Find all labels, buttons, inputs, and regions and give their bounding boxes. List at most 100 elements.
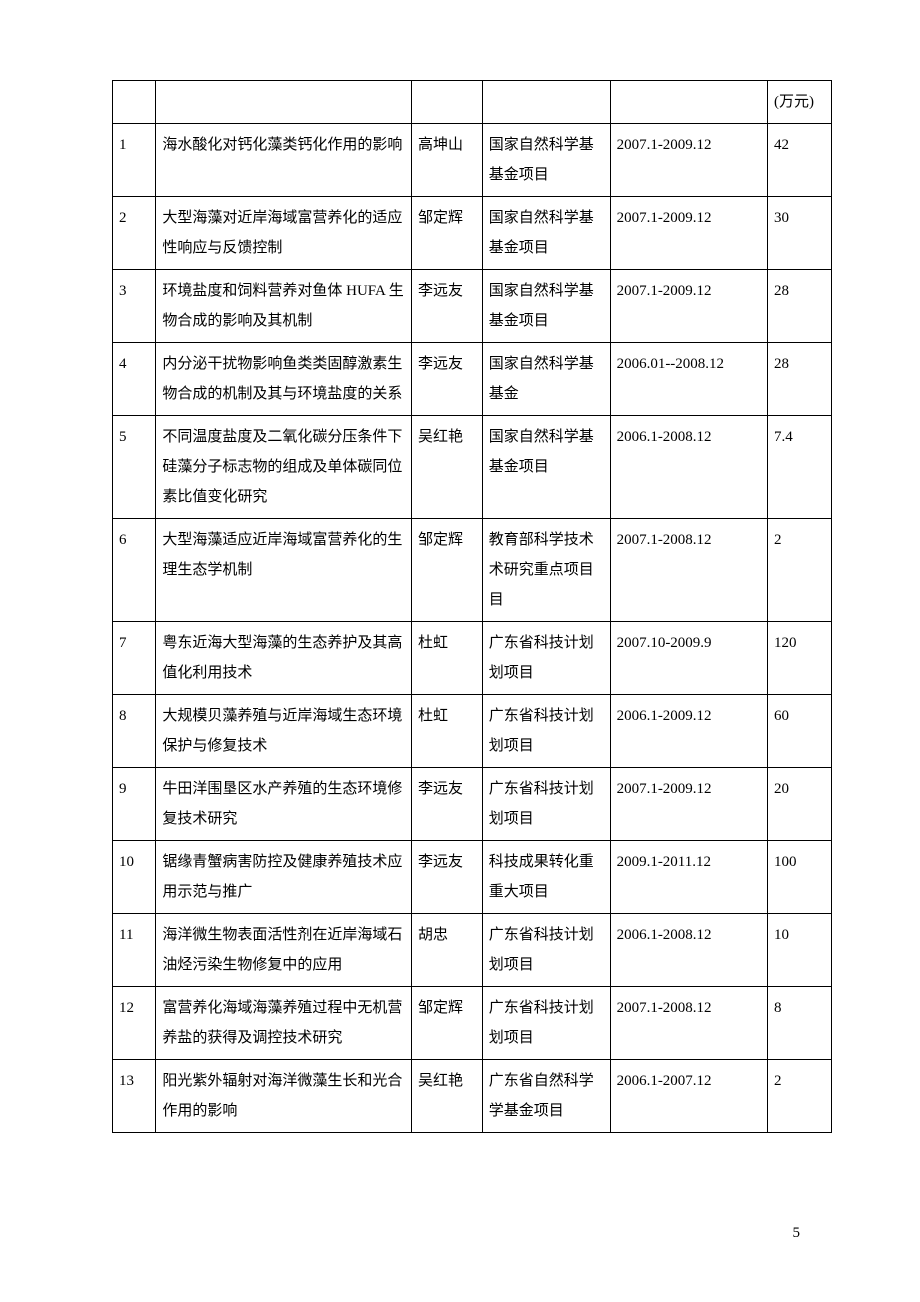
cell-idx: 3 — [113, 270, 156, 343]
cell-source: 广东省科技计划划项目 — [482, 695, 610, 768]
cell-funding: 20 — [768, 768, 832, 841]
cell-title: 富营养化海域海藻养殖过程中无机营养盐的获得及调控技术研究 — [156, 987, 412, 1060]
cell-period: 2006.1-2008.12 — [610, 914, 767, 987]
cell-pi: 吴红艳 — [412, 1060, 483, 1133]
cell-title: 海水酸化对钙化藻类钙化作用的影响 — [156, 124, 412, 197]
cell-funding: 100 — [768, 841, 832, 914]
cell-title: 锯缘青蟹病害防控及健康养殖技术应用示范与推广 — [156, 841, 412, 914]
cell-title: 大规模贝藻养殖与近岸海域生态环境保护与修复技术 — [156, 695, 412, 768]
cell-funding: 7.4 — [768, 416, 832, 519]
cell-period: 2007.1-2009.12 — [610, 270, 767, 343]
cell-pi: 邹定辉 — [412, 197, 483, 270]
header-cell-idx — [113, 81, 156, 124]
cell-idx: 9 — [113, 768, 156, 841]
cell-pi: 李远友 — [412, 841, 483, 914]
cell-funding: 2 — [768, 519, 832, 622]
cell-funding: 10 — [768, 914, 832, 987]
cell-idx: 7 — [113, 622, 156, 695]
cell-idx: 11 — [113, 914, 156, 987]
cell-idx: 13 — [113, 1060, 156, 1133]
cell-source: 教育部科学技术术研究重点项目目 — [482, 519, 610, 622]
table-row: 8大规模贝藻养殖与近岸海域生态环境保护与修复技术杜虹广东省科技计划划项目2006… — [113, 695, 832, 768]
cell-idx: 8 — [113, 695, 156, 768]
cell-source: 国家自然科学基基金项目 — [482, 197, 610, 270]
cell-source: 广东省科技计划划项目 — [482, 987, 610, 1060]
cell-pi: 杜虹 — [412, 695, 483, 768]
table-row: 12富营养化海域海藻养殖过程中无机营养盐的获得及调控技术研究邹定辉广东省科技计划… — [113, 987, 832, 1060]
cell-idx: 10 — [113, 841, 156, 914]
cell-pi: 吴红艳 — [412, 416, 483, 519]
cell-period: 2006.1-2007.12 — [610, 1060, 767, 1133]
cell-period: 2007.1-2009.12 — [610, 768, 767, 841]
cell-funding: 8 — [768, 987, 832, 1060]
cell-source: 国家自然科学基基金 — [482, 343, 610, 416]
cell-source: 国家自然科学基基金项目 — [482, 270, 610, 343]
cell-funding: 30 — [768, 197, 832, 270]
cell-funding: 28 — [768, 343, 832, 416]
cell-pi: 胡忠 — [412, 914, 483, 987]
cell-title: 海洋微生物表面活性剂在近岸海域石油烃污染生物修复中的应用 — [156, 914, 412, 987]
cell-period: 2007.1-2009.12 — [610, 197, 767, 270]
cell-title: 阳光紫外辐射对海洋微藻生长和光合作用的影响 — [156, 1060, 412, 1133]
cell-period: 2007.1-2008.12 — [610, 519, 767, 622]
cell-pi: 高坤山 — [412, 124, 483, 197]
table-row: 3环境盐度和饲料营养对鱼体 HUFA 生物合成的影响及其机制李远友国家自然科学基… — [113, 270, 832, 343]
table-header-row: (万元) — [113, 81, 832, 124]
cell-period: 2006.1-2008.12 — [610, 416, 767, 519]
table-row: 5不同温度盐度及二氧化碳分压条件下硅藻分子标志物的组成及单体碳同位素比值变化研究… — [113, 416, 832, 519]
table-row: 2大型海藻对近岸海域富营养化的适应性响应与反馈控制邹定辉国家自然科学基基金项目2… — [113, 197, 832, 270]
table-row: 4内分泌干扰物影响鱼类类固醇激素生物合成的机制及其与环境盐度的关系李远友国家自然… — [113, 343, 832, 416]
cell-funding: 60 — [768, 695, 832, 768]
projects-table: (万元) 1海水酸化对钙化藻类钙化作用的影响高坤山国家自然科学基基金项目2007… — [112, 80, 832, 1133]
cell-source: 国家自然科学基基金项目 — [482, 416, 610, 519]
cell-funding: 42 — [768, 124, 832, 197]
header-cell-title — [156, 81, 412, 124]
cell-pi: 李远友 — [412, 768, 483, 841]
table-row: 1海水酸化对钙化藻类钙化作用的影响高坤山国家自然科学基基金项目2007.1-20… — [113, 124, 832, 197]
cell-title: 牛田洋围垦区水产养殖的生态环境修复技术研究 — [156, 768, 412, 841]
cell-funding: 28 — [768, 270, 832, 343]
cell-source: 广东省自然科学学基金项目 — [482, 1060, 610, 1133]
cell-title: 大型海藻适应近岸海域富营养化的生理生态学机制 — [156, 519, 412, 622]
cell-pi: 邹定辉 — [412, 519, 483, 622]
projects-table-body: (万元) 1海水酸化对钙化藻类钙化作用的影响高坤山国家自然科学基基金项目2007… — [113, 81, 832, 1133]
cell-source: 广东省科技计划划项目 — [482, 768, 610, 841]
cell-title: 粤东近海大型海藻的生态养护及其高值化利用技术 — [156, 622, 412, 695]
cell-idx: 4 — [113, 343, 156, 416]
header-cell-pi — [412, 81, 483, 124]
table-row: 6大型海藻适应近岸海域富营养化的生理生态学机制邹定辉教育部科学技术术研究重点项目… — [113, 519, 832, 622]
cell-title: 内分泌干扰物影响鱼类类固醇激素生物合成的机制及其与环境盐度的关系 — [156, 343, 412, 416]
page-number: 5 — [793, 1225, 801, 1242]
cell-source: 国家自然科学基基金项目 — [482, 124, 610, 197]
cell-title: 环境盐度和饲料营养对鱼体 HUFA 生物合成的影响及其机制 — [156, 270, 412, 343]
header-cell-funding: (万元) — [768, 81, 832, 124]
cell-idx: 12 — [113, 987, 156, 1060]
cell-source: 广东省科技计划划项目 — [482, 914, 610, 987]
table-row: 9牛田洋围垦区水产养殖的生态环境修复技术研究李远友广东省科技计划划项目2007.… — [113, 768, 832, 841]
cell-pi: 杜虹 — [412, 622, 483, 695]
cell-idx: 2 — [113, 197, 156, 270]
cell-source: 广东省科技计划划项目 — [482, 622, 610, 695]
cell-funding: 2 — [768, 1060, 832, 1133]
cell-pi: 李远友 — [412, 343, 483, 416]
cell-pi: 邹定辉 — [412, 987, 483, 1060]
header-cell-source — [482, 81, 610, 124]
cell-period: 2007.10-2009.9 — [610, 622, 767, 695]
document-page: (万元) 1海水酸化对钙化藻类钙化作用的影响高坤山国家自然科学基基金项目2007… — [0, 0, 920, 1302]
cell-period: 2007.1-2008.12 — [610, 987, 767, 1060]
table-row: 10锯缘青蟹病害防控及健康养殖技术应用示范与推广李远友科技成果转化重重大项目20… — [113, 841, 832, 914]
cell-title: 不同温度盐度及二氧化碳分压条件下硅藻分子标志物的组成及单体碳同位素比值变化研究 — [156, 416, 412, 519]
cell-period: 2007.1-2009.12 — [610, 124, 767, 197]
cell-period: 2006.01--2008.12 — [610, 343, 767, 416]
table-row: 11海洋微生物表面活性剂在近岸海域石油烃污染生物修复中的应用胡忠广东省科技计划划… — [113, 914, 832, 987]
cell-pi: 李远友 — [412, 270, 483, 343]
header-cell-period — [610, 81, 767, 124]
cell-idx: 6 — [113, 519, 156, 622]
cell-period: 2009.1-2011.12 — [610, 841, 767, 914]
table-row: 13阳光紫外辐射对海洋微藻生长和光合作用的影响吴红艳广东省自然科学学基金项目20… — [113, 1060, 832, 1133]
cell-idx: 5 — [113, 416, 156, 519]
table-row: 7粤东近海大型海藻的生态养护及其高值化利用技术杜虹广东省科技计划划项目2007.… — [113, 622, 832, 695]
cell-source: 科技成果转化重重大项目 — [482, 841, 610, 914]
cell-funding: 120 — [768, 622, 832, 695]
cell-period: 2006.1-2009.12 — [610, 695, 767, 768]
